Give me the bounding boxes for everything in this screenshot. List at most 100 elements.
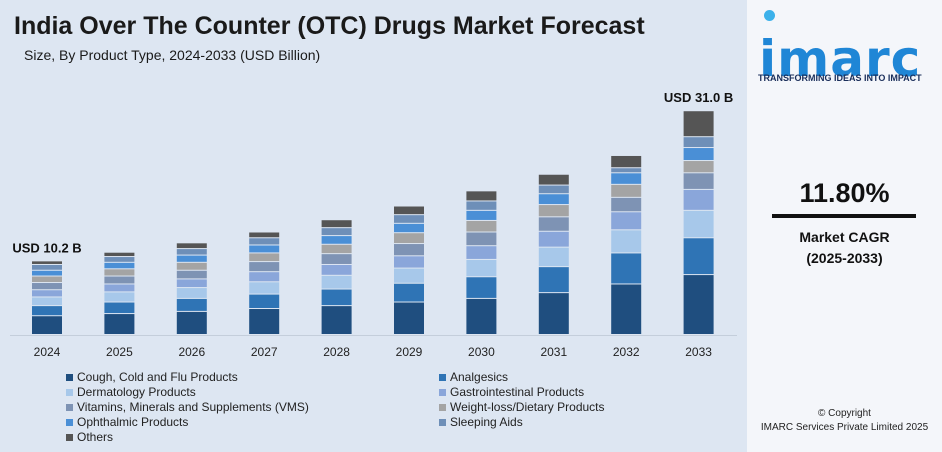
x-tick-label: 2031 [540, 345, 567, 359]
bar-segment [104, 302, 135, 314]
bar-segment [611, 284, 642, 334]
bar-segment [176, 298, 207, 311]
bar-segment [104, 262, 135, 269]
bar-segment [32, 261, 62, 264]
imarc-logo: imarc [759, 30, 922, 88]
bar-segment [321, 306, 352, 334]
legend-swatch [66, 373, 73, 381]
bar-segment [32, 297, 62, 306]
bar-segment [466, 277, 497, 298]
bar-segment [249, 309, 280, 334]
bar-segment [176, 255, 207, 262]
bar-segment [321, 228, 352, 236]
bar-segment [176, 311, 207, 334]
legend-swatch [439, 418, 446, 426]
bar-segment [321, 264, 352, 275]
bar-segment [249, 272, 280, 282]
legend-label: Ophthalmic Products [77, 415, 189, 429]
bar-segment [538, 267, 569, 293]
cagr-period: (2025-2033) [806, 250, 883, 266]
bar-segment [538, 174, 569, 185]
legend-swatch [66, 433, 73, 441]
bar-segment [466, 220, 497, 232]
bar-segment [32, 276, 62, 283]
bar-segment [249, 245, 280, 253]
cagr-value: 11.80% [799, 178, 890, 208]
bar-segment [176, 288, 207, 298]
legend-swatch [66, 418, 73, 426]
x-tick-label: 2026 [178, 345, 205, 359]
bar-segment [611, 173, 642, 184]
bar-segment [538, 293, 569, 334]
bar-segment [394, 268, 424, 283]
bar-segment [611, 197, 642, 212]
legend-item: Cough, Cold and Flu Products [66, 370, 238, 384]
bar-segment [32, 270, 62, 276]
legend-label: Weight-loss/Dietary Products [450, 400, 605, 414]
bar-segment [249, 282, 280, 294]
x-tick-label: 2029 [396, 345, 423, 359]
legend-swatch [439, 373, 446, 381]
copyright-line2: IMARC Services Private Limited 2025 [760, 422, 929, 433]
bar-segment [683, 238, 714, 275]
bar-segment [466, 191, 497, 201]
bar-segment [611, 155, 642, 168]
stacked-bar-chart: 2024 2025 2026 2027 2028 2029 2030 2031 2032 2033… [10, 90, 737, 359]
bar-segment [176, 270, 207, 279]
brand-tagline: TRANSFORMING IDEAS INTO IMPACT [758, 73, 922, 83]
legend-swatch [439, 403, 446, 411]
cagr-label-block: Market CAGR (2025-2033) [747, 227, 942, 269]
legend-swatch [66, 388, 73, 396]
brand-panel: imarc TRANSFORMING IDEAS INTO IMPACT 11.… [747, 0, 942, 452]
bar-segment [394, 244, 424, 256]
bar-segment [249, 238, 280, 245]
x-tick-label: 2027 [251, 345, 278, 359]
bar-segment [538, 231, 569, 247]
bar-segment [176, 249, 207, 255]
bar-segment [683, 189, 714, 210]
bar-segment [394, 302, 424, 334]
bar-segment [104, 314, 135, 334]
bar-segment [176, 243, 207, 249]
bar-segment [683, 148, 714, 161]
bar-segment [611, 168, 642, 173]
bar-segment [683, 210, 714, 238]
bar-segment [394, 206, 424, 215]
bar-segment [104, 269, 135, 276]
bar-segment [104, 292, 135, 302]
bar-segment [538, 205, 569, 217]
bar-segment [104, 252, 135, 257]
bar-segment [466, 210, 497, 220]
legend-item: Gastrointestinal Products [439, 385, 584, 399]
legend-label: Dermatology Products [77, 385, 196, 399]
bar-segment [176, 262, 207, 270]
x-tick-label: 2024 [34, 345, 61, 359]
chart-subtitle: Size, By Product Type, 2024-2033 (USD Bi… [24, 47, 321, 63]
bar-segment [466, 232, 497, 246]
bar-segment [611, 253, 642, 284]
legend-label: Analgesics [450, 370, 509, 384]
bar-segment [611, 212, 642, 230]
bar-segment [683, 275, 714, 334]
bar-segment [249, 253, 280, 262]
bar-segment [538, 217, 569, 231]
legend-label: Gastrointestinal Products [450, 385, 585, 399]
bar-segment [32, 316, 62, 334]
legend-swatch [439, 388, 446, 396]
bar-segment [683, 173, 714, 189]
bar-segment [32, 264, 62, 270]
x-tick-label: 2032 [613, 345, 640, 359]
x-tick-label: 2033 [685, 345, 712, 359]
bar-segment [538, 194, 569, 205]
x-tick-label: 2025 [106, 345, 133, 359]
bar-segment [394, 233, 424, 244]
legend-label: Cough, Cold and Flu Products [77, 370, 238, 384]
legend-item: Vitamins, Minerals and Supplements (VMS) [66, 400, 309, 414]
chart-title: India Over The Counter (OTC) Drugs Marke… [14, 12, 645, 40]
cagr-label: Market CAGR [799, 229, 890, 245]
bar-segment [394, 256, 424, 268]
bar-segment [321, 244, 352, 254]
chart-panel: India Over The Counter (OTC) Drugs Marke… [0, 0, 747, 452]
bar-segment [683, 137, 714, 148]
bar-segment [611, 184, 642, 197]
